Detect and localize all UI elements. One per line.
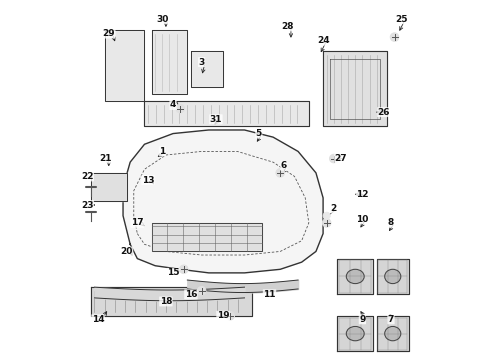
Circle shape — [197, 287, 205, 295]
Text: 2: 2 — [330, 204, 336, 213]
Text: 23: 23 — [81, 201, 93, 210]
Text: 26: 26 — [377, 108, 389, 117]
Circle shape — [176, 104, 184, 113]
Polygon shape — [105, 30, 144, 102]
Polygon shape — [376, 258, 408, 294]
Circle shape — [389, 33, 398, 41]
Text: 18: 18 — [160, 297, 172, 306]
Text: 12: 12 — [355, 190, 368, 199]
Text: 20: 20 — [120, 247, 133, 256]
Text: 25: 25 — [395, 15, 407, 24]
Text: 11: 11 — [263, 290, 275, 299]
Circle shape — [323, 212, 329, 219]
Text: 30: 30 — [156, 15, 168, 24]
Text: 7: 7 — [387, 315, 393, 324]
Text: 13: 13 — [142, 176, 154, 185]
Polygon shape — [323, 51, 386, 126]
Bar — [94, 180, 105, 198]
Ellipse shape — [346, 269, 364, 284]
Circle shape — [329, 154, 337, 163]
Ellipse shape — [384, 327, 400, 341]
Text: 1: 1 — [159, 147, 165, 156]
Polygon shape — [91, 173, 126, 202]
Text: 28: 28 — [281, 22, 293, 31]
Text: 6: 6 — [280, 161, 286, 170]
Bar — [112, 180, 123, 198]
Polygon shape — [123, 130, 323, 273]
Text: 4: 4 — [169, 100, 176, 109]
Ellipse shape — [384, 269, 400, 284]
Circle shape — [179, 265, 188, 274]
Text: 19: 19 — [216, 311, 229, 320]
Polygon shape — [337, 258, 372, 294]
Text: 24: 24 — [316, 36, 329, 45]
Polygon shape — [144, 102, 308, 126]
Text: 17: 17 — [131, 219, 143, 228]
Polygon shape — [151, 30, 187, 94]
Text: 31: 31 — [209, 115, 222, 124]
Circle shape — [275, 168, 284, 177]
Text: 15: 15 — [166, 268, 179, 277]
Text: 8: 8 — [387, 219, 393, 228]
Text: 5: 5 — [255, 129, 262, 138]
Polygon shape — [376, 316, 408, 351]
Circle shape — [225, 311, 234, 320]
Text: 21: 21 — [99, 154, 111, 163]
Text: 29: 29 — [102, 29, 115, 38]
Polygon shape — [337, 316, 372, 351]
Text: 10: 10 — [355, 215, 368, 224]
Text: 14: 14 — [92, 315, 104, 324]
Polygon shape — [190, 51, 223, 87]
Ellipse shape — [346, 327, 364, 341]
Text: 27: 27 — [334, 154, 346, 163]
Text: 3: 3 — [198, 58, 204, 67]
Text: 9: 9 — [359, 315, 365, 324]
Text: 16: 16 — [184, 290, 197, 299]
Circle shape — [322, 219, 330, 227]
Polygon shape — [151, 223, 262, 251]
Text: 22: 22 — [81, 172, 93, 181]
Polygon shape — [91, 287, 251, 316]
